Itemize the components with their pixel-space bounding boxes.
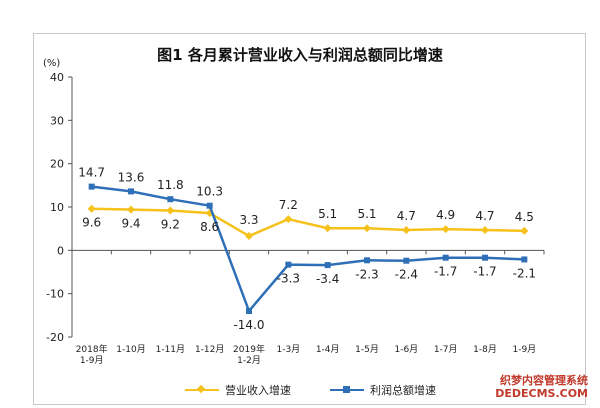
series-line-0 [91, 207, 525, 238]
legend-label-revenue: 营业收入增速 [225, 384, 291, 397]
legend-label-profit: 利润总额增速 [370, 384, 436, 397]
data-label: -1.7 [473, 265, 496, 279]
data-point [402, 225, 411, 234]
chart-title: 图1 各月累计营业收入与利润总额同比增速 [157, 46, 443, 64]
data-label: 4.7 [397, 209, 416, 223]
data-label: 11.8 [157, 178, 184, 192]
data-point [246, 308, 252, 314]
watermark-line2: DEDECMS.COM [495, 387, 588, 400]
data-point [166, 206, 175, 215]
data-point [364, 257, 370, 264]
x-tick-label: 1-7月 [434, 344, 458, 355]
x-tick-label: 1-5月 [355, 344, 379, 355]
x-tick-label: 1-11月 [156, 344, 185, 355]
x-tick-label: 1-12月 [195, 344, 224, 355]
data-point [481, 225, 489, 234]
data-label: 4.9 [436, 208, 455, 222]
y-tick-label: -20 [46, 331, 64, 344]
legend-swatch-profit [330, 386, 364, 393]
legend-swatch-revenue [185, 384, 219, 394]
data-point [127, 205, 135, 214]
y-tick-label: 0 [57, 244, 64, 257]
y-tick-label: 40 [50, 71, 64, 84]
data-label: -2.4 [395, 268, 418, 282]
y-tick-label: -10 [46, 288, 64, 301]
data-point [285, 261, 292, 268]
data-label: 3.3 [239, 213, 258, 227]
data-label: -2.3 [355, 267, 378, 281]
x-tick-label: 2019年 [233, 343, 265, 355]
x-tick-label: 1-6月 [394, 344, 418, 355]
x-tick-label: 1-2月 [237, 355, 261, 366]
chart-frame [33, 33, 586, 405]
data-point [442, 254, 449, 261]
legend: 营业收入增速 利润总额增速 [0, 382, 600, 400]
data-label: 13.6 [118, 170, 145, 184]
x-tick-label: 2018年 [76, 343, 108, 355]
x-tick-label: 1-10月 [116, 344, 145, 355]
y-tick-label: 30 [50, 114, 64, 127]
x-tick-label: 1-9月 [80, 355, 104, 366]
data-point [284, 215, 293, 224]
data-label: 10.3 [196, 185, 223, 199]
legend-item-revenue: 营业收入增速 [185, 382, 291, 398]
data-label: 14.7 [78, 166, 105, 180]
data-label: -3.4 [316, 272, 339, 286]
data-label: -2.1 [513, 266, 536, 280]
data-point [245, 232, 253, 241]
watermark-line1: 织梦内容管理系统 [500, 374, 588, 387]
data-point [88, 183, 95, 190]
y-tick-label: 10 [50, 201, 64, 214]
x-tick-label: 1-9月 [512, 344, 536, 355]
y-tick-label: 20 [50, 158, 64, 171]
data-point [520, 226, 529, 235]
data-point [323, 224, 332, 233]
y-axis-unit: (%) [43, 58, 61, 69]
data-label: 9.6 [82, 216, 101, 230]
data-point [521, 256, 528, 263]
data-label: 9.4 [121, 217, 140, 231]
series-line-1 [91, 185, 525, 314]
data-point [128, 188, 134, 195]
data-label: -1.7 [434, 265, 457, 279]
data-point [87, 204, 96, 213]
data-label: 9.2 [161, 217, 180, 231]
data-label: 4.5 [515, 210, 534, 224]
legend-item-profit: 利润总额增速 [330, 382, 436, 398]
data-label: 5.1 [357, 207, 376, 221]
data-point [363, 224, 371, 233]
data-point [206, 202, 213, 209]
data-label: 7.2 [279, 198, 298, 212]
data-label: 4.7 [475, 209, 494, 223]
data-label: -14.0 [233, 318, 264, 332]
data-label: 8.6 [200, 220, 219, 234]
data-point [324, 262, 331, 269]
data-point [403, 257, 410, 264]
x-tick-label: 1-3月 [276, 344, 300, 355]
data-point [441, 225, 450, 234]
data-point [167, 196, 174, 203]
x-tick-label: 1-8月 [473, 344, 497, 355]
watermark: 织梦内容管理系统 DEDECMS.COM [495, 374, 588, 400]
data-label: 5.1 [318, 207, 337, 221]
x-tick-label: 1-4月 [316, 344, 340, 355]
data-label: -3.3 [277, 272, 300, 286]
data-point [482, 254, 488, 261]
